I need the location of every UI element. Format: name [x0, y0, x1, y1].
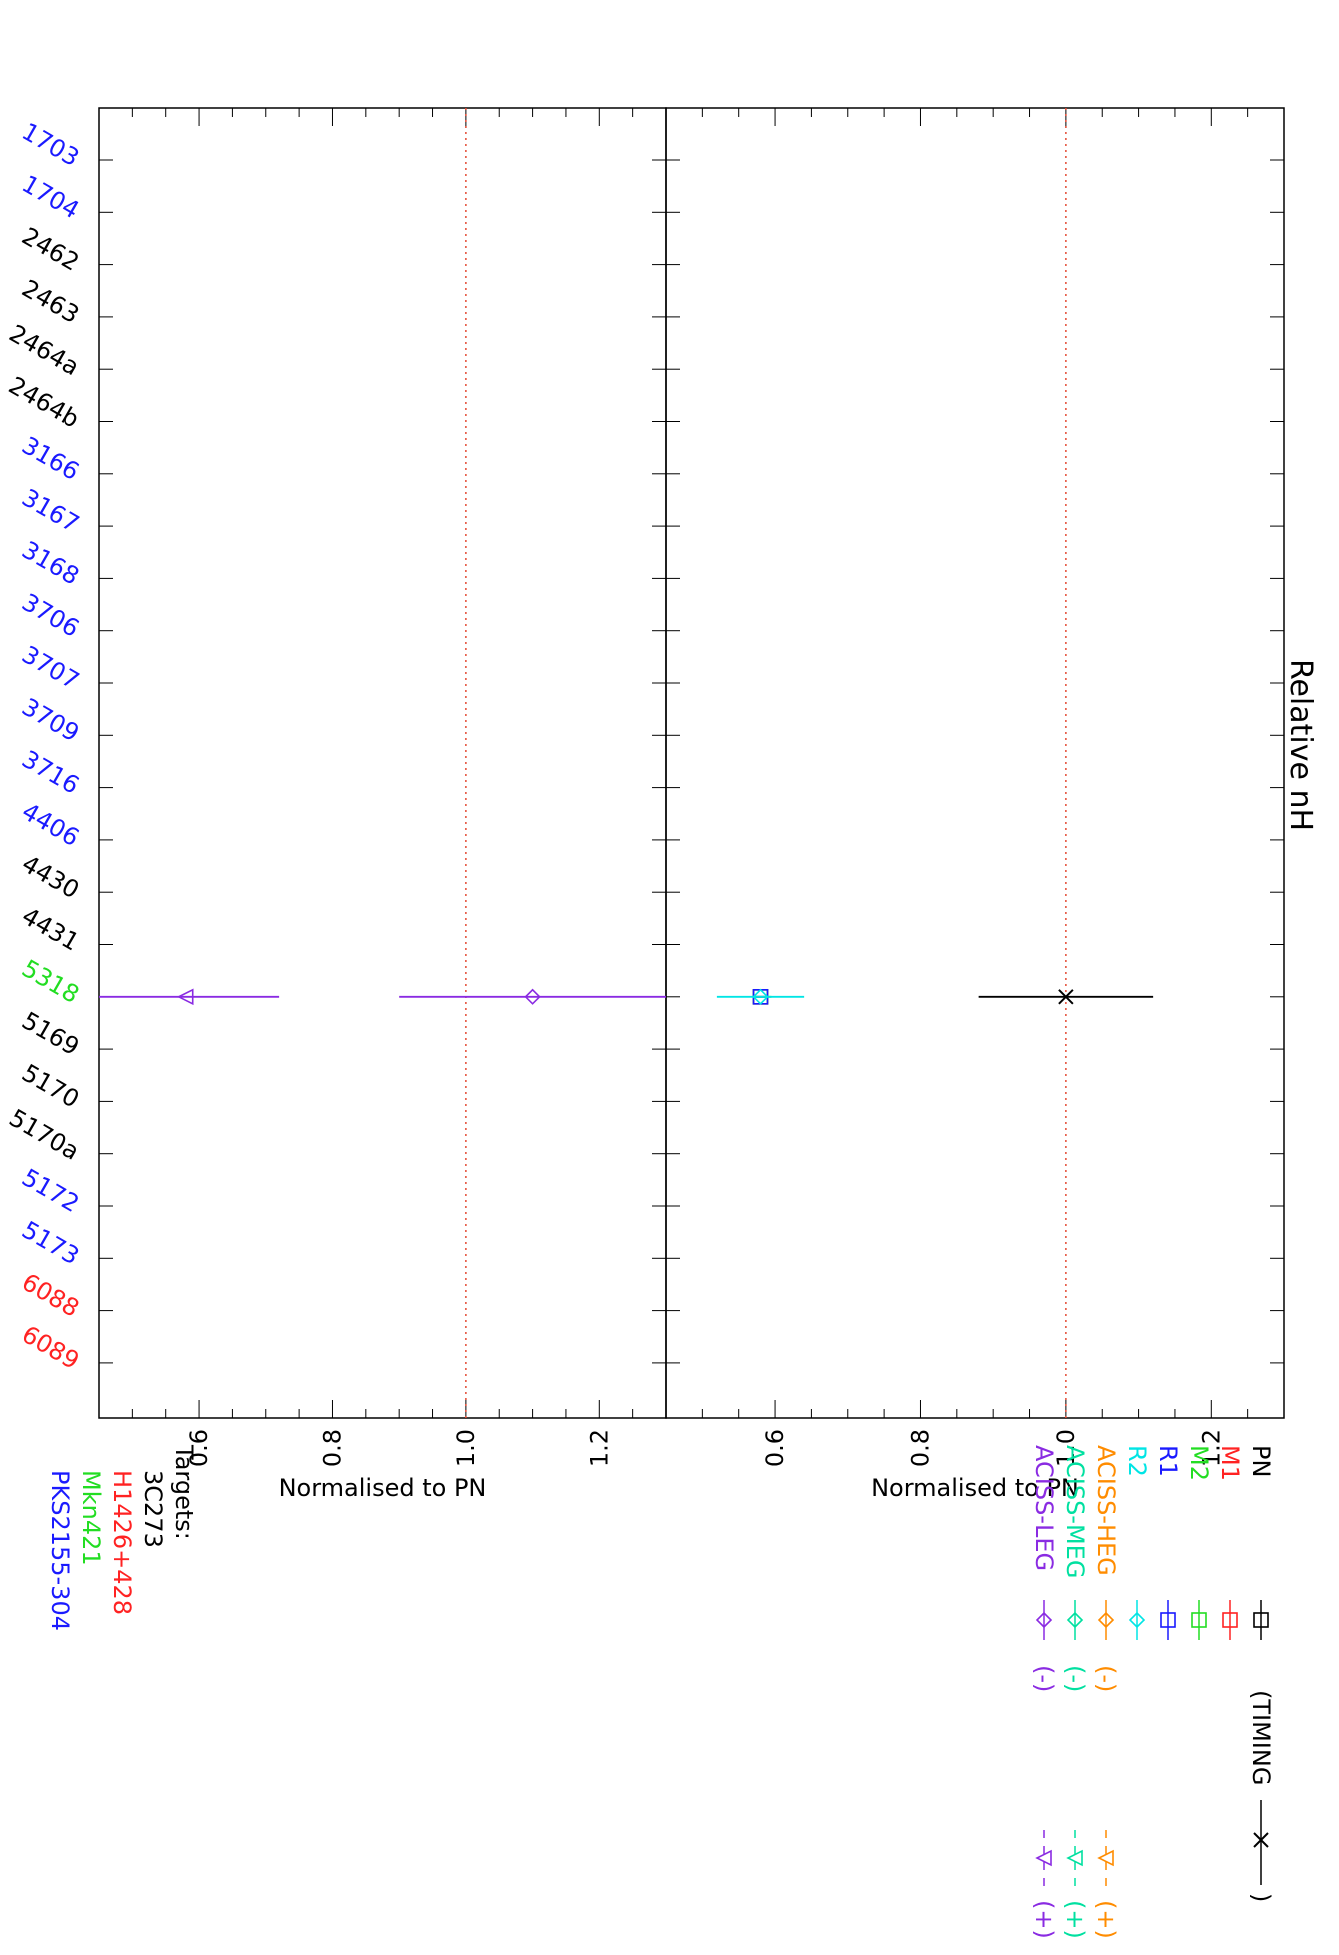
category-tick-label: 3707 [17, 640, 84, 695]
category-tick-label: 3167 [17, 483, 84, 538]
y-axis-label: Normalised to PN [871, 1474, 1079, 1502]
category-tick-label: 6089 [17, 1320, 84, 1375]
y-axis-label: Normalised to PN [279, 1474, 487, 1502]
legend-plus: (+) [1030, 1900, 1058, 1939]
target-label: PKS2155-304 [46, 1470, 74, 1631]
y-tick-label: 1.0 [452, 1429, 480, 1467]
legend-minus: (-) [1030, 1665, 1058, 1692]
y-tick-label: 1.0 [1052, 1429, 1080, 1467]
data-point [752, 988, 769, 1005]
data-point [176, 988, 194, 1006]
legend-marker [1253, 1832, 1269, 1848]
category-tick-label: 4406 [17, 797, 84, 852]
category-tick-label: 4430 [17, 850, 84, 905]
category-tick-label: 2463 [17, 274, 84, 329]
target-label: 3C273 [139, 1470, 167, 1548]
legend-timing: (TIMING [1247, 1690, 1275, 1785]
top-panel: 0.6 0.8 1.0 1.2 Normalised to PN [665, 107, 1285, 1502]
category-tick-label: 3709 [17, 693, 84, 748]
targets-heading: Targets: [170, 1444, 198, 1540]
legend-timing-close: ) [1247, 1893, 1275, 1902]
category-tick-label: 4431 [17, 902, 84, 957]
y-tick-label: 1.2 [585, 1429, 613, 1467]
category-tick-label: 5318 [17, 954, 84, 1009]
legend-marker [1128, 1611, 1146, 1629]
category-tick-label: 5170a [4, 1104, 84, 1166]
category-tick-label: 5172 [17, 1163, 84, 1218]
y-tick-label: 0.6 [185, 1429, 213, 1467]
legend-marker [1222, 1612, 1238, 1628]
category-tick-label: 1703 [17, 117, 84, 172]
legend-marker [1097, 1611, 1115, 1629]
legend-marker [1035, 1849, 1052, 1867]
y-tick-label: 1.2 [1197, 1429, 1225, 1467]
chart-title: Relative nH [1283, 659, 1318, 831]
y-tick-label: 0.8 [318, 1429, 346, 1467]
category-tick-label: 5169 [17, 1006, 84, 1061]
bottom-panel: 0.6 0.8 1.0 1.2 Normalised to PN 170317042462… [4, 107, 667, 1502]
category-tick-label: 3166 [17, 431, 84, 486]
category-tick-label: 3168 [17, 536, 84, 591]
target-label: H1426+428 [108, 1470, 136, 1615]
category-tick-label: 2462 [17, 222, 84, 277]
category-tick-label: 5170 [17, 1059, 84, 1114]
legend-minus: (-) [1061, 1665, 1089, 1692]
legend-label: M1 [1216, 1445, 1244, 1481]
legend-label: PN [1247, 1445, 1275, 1477]
legend-label: ACISS-HEG [1092, 1445, 1120, 1576]
legend-label: ACISS-LEG [1030, 1445, 1058, 1571]
target-label: Mkn421 [77, 1470, 105, 1566]
legend-marker [1191, 1612, 1207, 1628]
y-tick-label: 0.6 [761, 1429, 789, 1467]
top-frame [665, 107, 1285, 1419]
legend-marker [1066, 1849, 1083, 1867]
data-point [524, 988, 541, 1005]
category-tick-label: 3716 [17, 745, 84, 800]
y-tick-label: 0.8 [906, 1429, 934, 1467]
rotated-plot-frame: Relative nH 0.6 0.8 1.0 1.2 Normalised to PN… [4, 107, 1318, 1939]
category-tick-label: 5173 [17, 1216, 84, 1271]
legend-marker [1160, 1612, 1176, 1628]
category-tick-label: 1704 [17, 170, 84, 225]
legend-label: R1 [1154, 1445, 1182, 1477]
category-tick-label: 2464a [4, 319, 84, 381]
category-tick-label: 2464b [4, 371, 84, 433]
data-point [1058, 989, 1074, 1005]
legend-minus: (-) [1092, 1665, 1120, 1692]
legend-label: M2 [1185, 1445, 1213, 1481]
legend-label: ACISS-MEG [1061, 1445, 1089, 1578]
category-tick-label: 6088 [17, 1268, 84, 1323]
legend-marker [1097, 1849, 1114, 1867]
bottom-frame [98, 107, 667, 1419]
legend-marker [1066, 1611, 1084, 1629]
legend-label: R2 [1123, 1445, 1151, 1477]
legend-plus: (+) [1061, 1900, 1089, 1939]
legend-marker [1035, 1611, 1053, 1629]
legend-marker [1253, 1612, 1269, 1628]
legend-plus: (+) [1092, 1900, 1120, 1939]
category-tick-label: 3706 [17, 588, 84, 643]
